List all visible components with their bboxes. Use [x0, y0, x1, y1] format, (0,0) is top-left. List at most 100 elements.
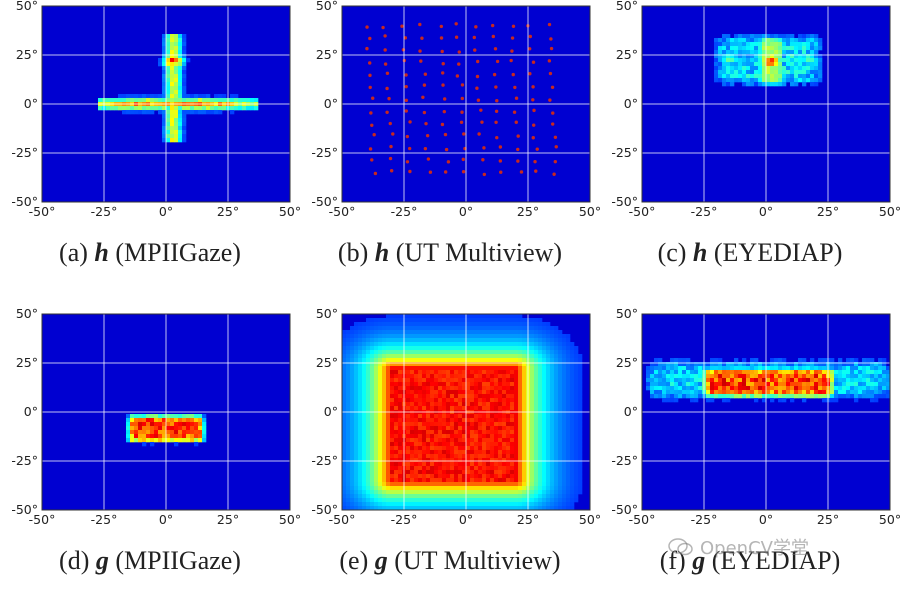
heat-cell: [134, 434, 139, 439]
x-tick-label: -25°: [91, 204, 118, 219]
heat-cell: [394, 346, 399, 351]
heat-cell: [790, 34, 795, 39]
heat-cell: [766, 50, 771, 55]
heat-cell: [466, 498, 471, 503]
heat-cell: [574, 446, 579, 451]
heat-cell: [150, 442, 155, 447]
heat-cell: [482, 458, 487, 463]
heat-cell: [418, 506, 423, 511]
heat-cell: [806, 366, 811, 371]
heat-cell: [550, 498, 555, 503]
heat-cell: [462, 406, 467, 411]
heat-cell: [778, 362, 783, 367]
heat-cell: [454, 314, 459, 319]
heat-cell: [746, 382, 751, 387]
heat-cell: [370, 506, 375, 511]
heat-cell: [474, 462, 479, 467]
heat-cell: [770, 70, 775, 75]
heat-cell: [502, 430, 507, 435]
heat-cell: [366, 498, 371, 503]
x-tick-label: 50°: [579, 204, 601, 219]
heat-cell: [382, 354, 387, 359]
heat-cell: [782, 394, 787, 399]
heat-cell: [750, 74, 755, 79]
heat-cell: [550, 398, 555, 403]
heat-cell: [522, 482, 527, 487]
heat-cell: [370, 426, 375, 431]
heat-cell: [406, 478, 411, 483]
heat-cell: [734, 358, 739, 363]
heat-cell: [558, 502, 563, 507]
heat-cell: [794, 382, 799, 387]
heat-cell: [154, 438, 159, 443]
heat-cell: [562, 366, 567, 371]
heat-cell: [786, 34, 791, 39]
heat-cell: [546, 454, 551, 459]
heat-cell: [554, 498, 559, 503]
heat-cell: [542, 398, 547, 403]
heat-cell: [518, 334, 523, 339]
heat-cell: [126, 94, 131, 99]
heat-cell: [378, 378, 383, 383]
heat-cell: [746, 46, 751, 51]
heat-cell: [558, 486, 563, 491]
heat-cell: [462, 414, 467, 419]
heat-cell: [378, 358, 383, 363]
heat-cell: [146, 98, 151, 103]
heat-cell: [830, 394, 835, 399]
heat-cell: [510, 374, 515, 379]
heat-cell: [186, 58, 191, 63]
heat-cell: [502, 426, 507, 431]
heat-cell: [406, 494, 411, 499]
heat-cell: [758, 54, 763, 59]
heat-cell: [410, 434, 415, 439]
heat-cell: [462, 494, 467, 499]
heat-cell: [370, 430, 375, 435]
heat-cell: [190, 438, 195, 443]
heat-cell: [138, 94, 143, 99]
heat-cell: [170, 106, 175, 111]
heat-cell: [382, 506, 387, 511]
heat-cell: [690, 390, 695, 395]
heat-cell: [450, 314, 455, 319]
heat-cell: [886, 378, 891, 383]
heat-cell: [778, 386, 783, 391]
heat-cell: [390, 506, 395, 511]
heat-cell: [502, 458, 507, 463]
heat-cell: [374, 342, 379, 347]
heat-cell: [174, 94, 179, 99]
heat-cell: [178, 62, 183, 67]
heat-cell: [574, 422, 579, 427]
heat-cell: [446, 438, 451, 443]
heat-cell: [742, 370, 747, 375]
heat-cell: [770, 46, 775, 51]
heat-cell: [562, 466, 567, 471]
heat-cell: [374, 394, 379, 399]
heat-cell: [234, 94, 239, 99]
heat-cell: [422, 422, 427, 427]
heat-cell: [386, 458, 391, 463]
heat-cell: [450, 458, 455, 463]
heat-cell: [214, 94, 219, 99]
heat-cell: [726, 370, 731, 375]
heat-cell: [438, 470, 443, 475]
heat-cell: [350, 430, 355, 435]
heat-cell: [150, 430, 155, 435]
gaze-point: [420, 36, 424, 40]
heat-cell: [714, 378, 719, 383]
heat-cell: [446, 318, 451, 323]
heat-cell: [342, 442, 347, 447]
heat-cell: [506, 326, 511, 331]
heat-cell: [430, 402, 435, 407]
heat-cell: [790, 374, 795, 379]
heat-cell: [382, 318, 387, 323]
heat-cell: [562, 474, 567, 479]
heat-cell: [118, 98, 123, 103]
heat-cell: [518, 442, 523, 447]
heat-cell: [406, 366, 411, 371]
heat-cell: [370, 398, 375, 403]
heat-cell: [170, 90, 175, 95]
heat-cell: [414, 450, 419, 455]
gaze-point: [408, 169, 412, 174]
heat-cell: [354, 386, 359, 391]
